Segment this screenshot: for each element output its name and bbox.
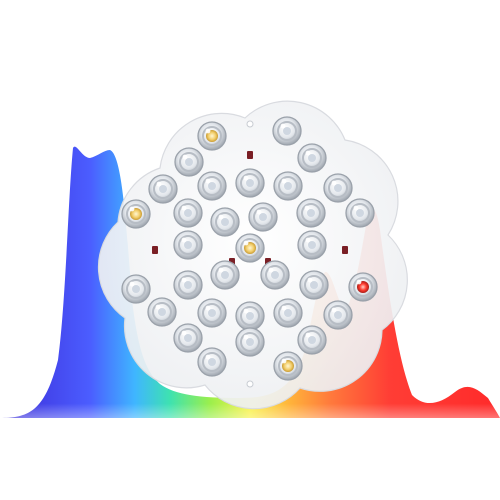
mount-hole (246, 120, 254, 128)
led-lens (297, 230, 327, 260)
led-lens (148, 174, 178, 204)
led-lens (121, 274, 151, 304)
led-lens (235, 327, 265, 357)
led-lens (297, 143, 327, 173)
led-lens (197, 171, 227, 201)
led-lens (272, 116, 302, 146)
led-lens (174, 147, 204, 177)
led-lens (248, 202, 278, 232)
led-lens (273, 298, 303, 328)
led-lens (173, 323, 203, 353)
led-lens (173, 198, 203, 228)
led-lens (345, 198, 375, 228)
warm-led-lens (273, 351, 303, 381)
led-lens (299, 270, 329, 300)
led-lens (197, 347, 227, 377)
red-led-lens (348, 272, 378, 302)
led-lens (323, 300, 353, 330)
smd-resistor (247, 151, 253, 159)
warm-led-lens (121, 199, 151, 229)
lens-array (121, 116, 378, 381)
led-lens (147, 297, 177, 327)
led-lens (173, 270, 203, 300)
led-board (97, 100, 408, 410)
led-lens (210, 207, 240, 237)
led-lens (173, 230, 203, 260)
led-lens (297, 325, 327, 355)
led-lens (197, 298, 227, 328)
smd-resistor (152, 246, 158, 254)
led-lens (296, 198, 326, 228)
led-lens (235, 168, 265, 198)
led-lens (260, 260, 290, 290)
led-lens (210, 260, 240, 290)
warm-led-lens (197, 121, 227, 151)
led-lens (273, 171, 303, 201)
mount-hole (246, 380, 254, 388)
led-lens (323, 173, 353, 203)
led-lens (235, 301, 265, 331)
warm-led-lens (235, 233, 265, 263)
smd-resistor (342, 246, 348, 254)
